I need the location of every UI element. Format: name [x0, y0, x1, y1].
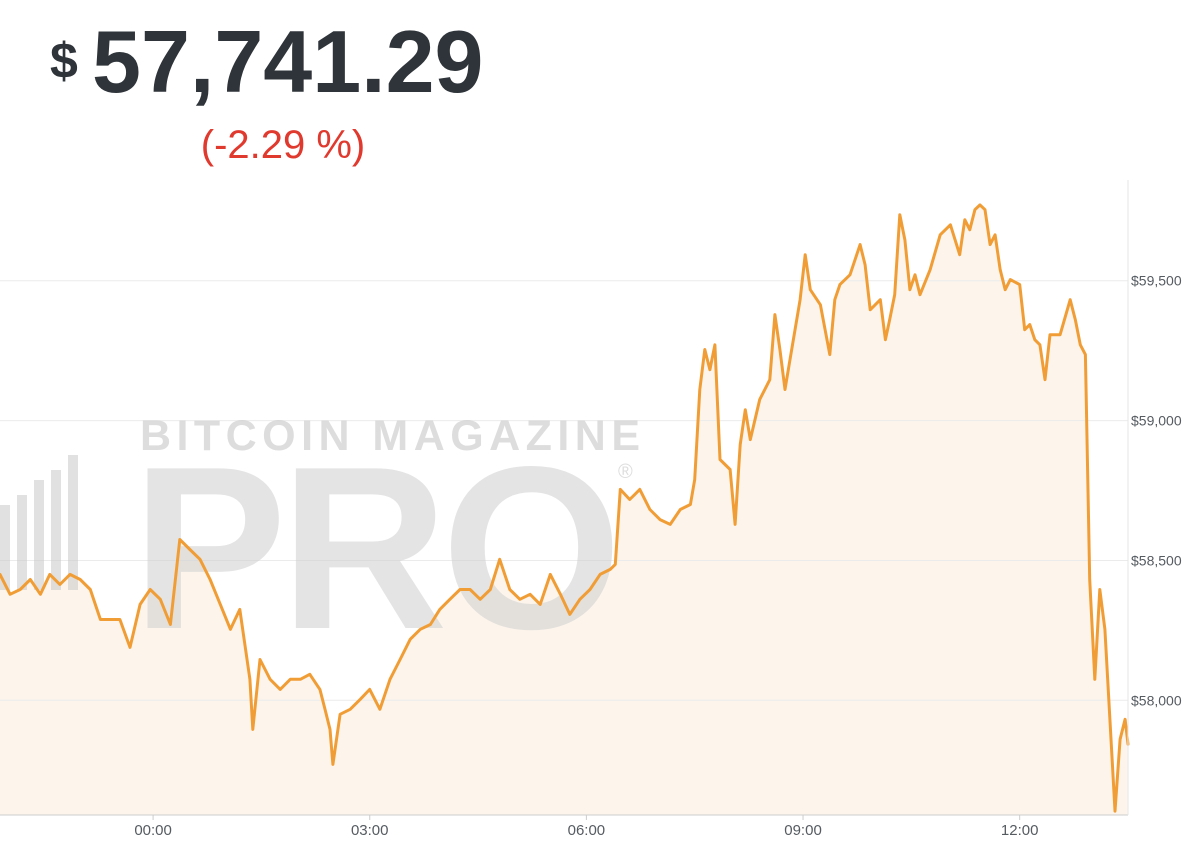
watermark-mark: ® [618, 461, 633, 483]
area [0, 204, 1128, 815]
x-tick-label: 06:00 [568, 822, 606, 839]
watermark-bar [34, 480, 44, 590]
price-line [0, 203, 1130, 813]
watermark-bar [17, 495, 27, 590]
watermark: BITCOIN MAGAZINE PRO ® [0, 412, 640, 678]
watermark-bar [0, 505, 10, 590]
currency-symbol: $ [50, 33, 78, 89]
x-tick-label: 03:00 [351, 822, 389, 839]
x-tick-label: 09:00 [784, 822, 822, 839]
y-tick-label: $58,500 [1131, 552, 1182, 568]
watermark-bar [68, 455, 78, 590]
x-tick-label: 12:00 [1001, 822, 1039, 839]
y-tick-label: $59,000 [1131, 413, 1182, 429]
price: 57,741.29 [92, 12, 484, 111]
x-tick-label: 00:00 [134, 822, 172, 839]
area-layer [0, 204, 1128, 815]
axis-layer: $58,000 $58,500 $59,000 $59,500 00:00 03:00 06… [0, 180, 1182, 839]
line-layer [0, 203, 1130, 813]
y-tick-label: $59,500 [1131, 273, 1182, 289]
watermark-bar [51, 470, 61, 590]
price-change: (-2.29 %) [201, 123, 366, 167]
y-tick-label: $58,000 [1131, 692, 1182, 708]
grid-layer [0, 280, 1128, 701]
watermark-line2: PRO [132, 419, 622, 678]
